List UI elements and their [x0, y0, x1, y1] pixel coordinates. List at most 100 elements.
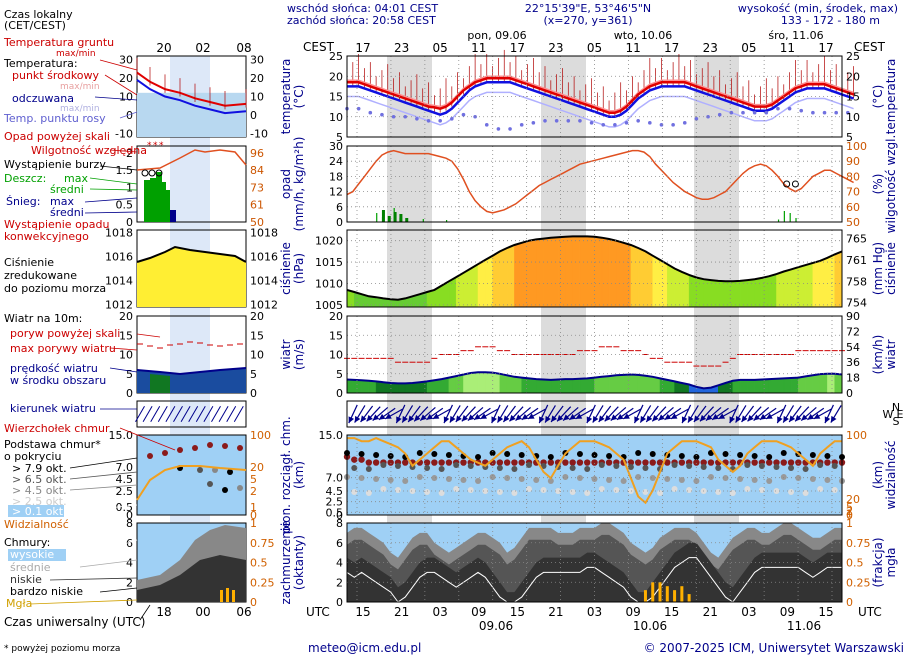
- top-hour-tick: 23: [394, 41, 409, 55]
- legend-fog-bar: [226, 588, 229, 602]
- legend-connector: [139, 604, 151, 621]
- wind-arrow-head: [693, 415, 700, 422]
- cloud-top-dot: [678, 459, 686, 466]
- wind-arrow: [776, 404, 787, 424]
- y-tick-left: 1020: [315, 235, 343, 248]
- legend-connector: [29, 599, 138, 605]
- legend-y-tick-right: 5: [250, 473, 257, 486]
- wind-arrow-head: [443, 416, 450, 424]
- cloud-base-dot: [489, 474, 496, 480]
- legend-storm-marker: [155, 169, 163, 177]
- legend-connector: [69, 504, 138, 513]
- wind-arrow-head: [604, 414, 611, 422]
- legend-y-tick: -10: [115, 127, 133, 140]
- cloud-base-dot: [809, 452, 816, 458]
- wind-arrow: [664, 407, 682, 421]
- wind-arrow-head: [753, 414, 761, 421]
- legend-humidity-line: [136, 149, 247, 171]
- wind-arrow: [562, 406, 579, 422]
- cloud-base-dot: [373, 452, 380, 458]
- legend-connector: [109, 149, 138, 153]
- y-tick-left: 0: [336, 216, 343, 229]
- side-axis-label-line: temperatura: [279, 59, 293, 135]
- legend-cloud-base: Podstawa chmur* o pokryciu: [4, 438, 101, 463]
- legend-y-tick-right: 0: [250, 509, 257, 522]
- footer-email[interactable]: meteo@icm.edu.pl: [308, 641, 421, 655]
- dew-point-dot: [811, 110, 815, 115]
- top-hour-tick: 17: [818, 41, 833, 55]
- side-axis-label-line: ciśnienie: [884, 242, 898, 295]
- cloud-base-dot: [453, 462, 460, 468]
- legend-cloud-low: niskie: [10, 573, 42, 586]
- top-hour-tick: 05: [587, 41, 602, 55]
- rain-max-bar: [789, 213, 791, 222]
- y-tick-right: 0.25: [846, 576, 871, 589]
- cloud-base-dot: [671, 462, 678, 468]
- legend-connector: [89, 188, 138, 191]
- y-tick-left: 0.5: [326, 506, 344, 519]
- sunrise-text: wschód słońca: 04:01 CEST: [287, 2, 438, 15]
- cloud-base-dot: [540, 487, 547, 493]
- cloud-base-dot: [511, 490, 518, 496]
- legend-ws-line1: prędkość wiatru: [10, 362, 98, 375]
- dew-point-dot: [519, 123, 524, 127]
- wind-arrow-head: [474, 413, 481, 420]
- legend-wind-arrow-shaft: [150, 405, 161, 423]
- legend-y-tick: 2: [126, 576, 133, 589]
- pressure-area-segment: [565, 236, 573, 308]
- legend-felt-line: [136, 79, 247, 115]
- side-axis-label: pion. rozciągł. chm.(km): [279, 416, 306, 534]
- cloud-top-dot: [773, 459, 780, 466]
- cloud-top-dot: [358, 456, 365, 463]
- legend-connector: [69, 484, 138, 491]
- y-tick-right: 758: [846, 275, 867, 288]
- dew-point-dot: [846, 110, 850, 115]
- legend-time-zone: Czas lokalny (CET/CEST): [4, 8, 73, 32]
- bottom-date-3: 11.06: [787, 619, 821, 633]
- wind-arrow-head: [521, 413, 529, 420]
- storm-marker: [783, 180, 791, 188]
- dew-point-dot: [648, 121, 652, 125]
- dew-point-dot: [694, 116, 699, 121]
- wind-arrow: [693, 405, 707, 423]
- cloud-base-dot: [351, 489, 358, 495]
- legend-wind-arrow: [188, 405, 199, 423]
- dew-point-dot: [426, 119, 431, 123]
- cloud-base-dot: [525, 462, 532, 468]
- legend-y-tick: 0.5: [116, 501, 134, 514]
- cloud-base-dot: [373, 476, 380, 482]
- top-hour-tick: 23: [548, 41, 563, 55]
- dew-point-dot: [450, 116, 454, 121]
- wind-speed-segment: [361, 380, 370, 394]
- wind-arrow: [788, 405, 802, 423]
- legend-sky-cloud: [137, 435, 246, 515]
- cloud-base-dot: [598, 486, 605, 492]
- cloud-base-dot: [788, 465, 795, 471]
- cloud-top-dot: [664, 459, 671, 466]
- height-title: wysokość (min, środek, max): [738, 2, 898, 15]
- pressure-area-segment: [630, 244, 639, 308]
- wind-arrow-head: [766, 413, 773, 419]
- legend-felt-maxmin: max/min: [60, 104, 100, 114]
- wind-speed-segment: [601, 375, 610, 394]
- cloud-base-dot: [773, 464, 780, 470]
- wind-arrow: [354, 405, 366, 423]
- legend-okt-79: > 7.9 okt.: [12, 462, 67, 475]
- pressure-area-segment: [594, 236, 603, 308]
- height-values: 133 - 172 - 180 m: [781, 14, 880, 27]
- wind-arrow-head: [735, 415, 742, 423]
- axis-ticks: 5101520255101520250612182430506070809010…: [315, 50, 871, 609]
- cloud-base-dot: [678, 477, 685, 483]
- cloud-base-dot: [627, 488, 634, 494]
- wind-arrow: [687, 405, 699, 423]
- rain-max-bar: [446, 220, 448, 222]
- wind-arrow-head: [789, 415, 796, 422]
- legend-y-tick-right: 1016: [250, 250, 278, 263]
- bottom-hour-tick: 21: [703, 605, 718, 619]
- pressure-area-segment: [579, 236, 588, 308]
- y-tick-right: 90: [846, 310, 860, 323]
- cloud-base-dot: [671, 486, 678, 492]
- frame-press: [346, 229, 843, 308]
- legend-wind-arrow: [203, 405, 214, 423]
- bottom-hour-tick: 03: [433, 605, 448, 619]
